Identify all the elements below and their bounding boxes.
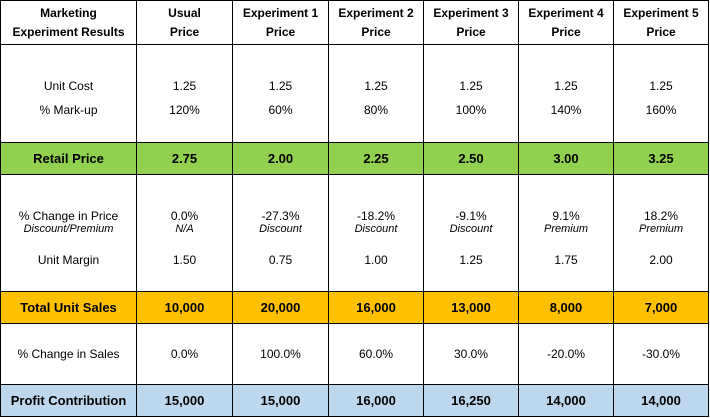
change-sales-cell: 30.0% (423, 323, 519, 385)
retail-price-cell: 2.50 (423, 142, 519, 175)
profit-contribution-cell: 15,000 (232, 384, 329, 417)
unit-margin-cell: 1.75 (518, 236, 614, 292)
change-sales-cell: -30.0% (613, 323, 709, 385)
change-sales-cell: -20.0% (518, 323, 614, 385)
unit-margin-cell: 1.25 (423, 236, 519, 292)
change-sales-cell: 60.0% (328, 323, 424, 385)
change-price-cell: -9.1% Discount (423, 174, 519, 237)
unit-cost-cell: 1.25 (232, 44, 329, 99)
header-cell-exp5: Experiment 5 Price (613, 0, 709, 45)
header-cell-exp4: Experiment 4 Price (518, 0, 614, 45)
total-unit-sales-cell: 20,000 (232, 291, 329, 324)
profit-contribution-cell: 16,250 (423, 384, 519, 417)
profit-contribution-cell: 14,000 (518, 384, 614, 417)
unit-margin-cell: 2.00 (613, 236, 709, 292)
row-label-unit-margin: Unit Margin (0, 236, 137, 292)
change-price-cell: 9.1% Premium (518, 174, 614, 237)
profit-contribution-cell: 16,000 (328, 384, 424, 417)
unit-margin-row: Unit Margin 1.50 0.75 1.00 1.25 1.75 2.0… (0, 236, 709, 292)
header-cell-usual: Usual Price (136, 0, 233, 45)
total-unit-sales-cell: 16,000 (328, 291, 424, 324)
header-cell-title: Marketing Experiment Results (0, 0, 137, 45)
total-unit-sales-row: Total Unit Sales 10,000 20,000 16,000 13… (0, 291, 709, 324)
retail-price-row: Retail Price 2.75 2.00 2.25 2.50 3.00 3.… (0, 142, 709, 175)
header-row: Marketing Experiment Results Usual Price E… (0, 0, 709, 45)
markup-cell: 60% (232, 98, 329, 143)
change-price-cell: 0.0% N/A (136, 174, 233, 237)
retail-price-cell: 2.25 (328, 142, 424, 175)
retail-price-cell: 3.00 (518, 142, 614, 175)
change-price-cell: -18.2% Discount (328, 174, 424, 237)
profit-contribution-row: Profit Contribution 15,000 15,000 16,000… (0, 384, 709, 417)
change-price-cell: -27.3% Discount (232, 174, 329, 237)
retail-price-cell: 2.00 (232, 142, 329, 175)
markup-cell: 100% (423, 98, 519, 143)
row-label-total-unit-sales: Total Unit Sales (0, 291, 137, 324)
retail-price-cell: 2.75 (136, 142, 233, 175)
unit-margin-cell: 0.75 (232, 236, 329, 292)
retail-price-cell: 3.25 (613, 142, 709, 175)
header-cell-exp1: Experiment 1 Price (232, 0, 329, 45)
unit-cost-cell: 1.25 (423, 44, 519, 99)
unit-cost-cell: 1.25 (136, 44, 233, 99)
change-price-row: % Change in Price Discount/Premium 0.0% N… (0, 174, 709, 237)
markup-cell: 80% (328, 98, 424, 143)
markup-cell: 160% (613, 98, 709, 143)
markup-row: % Mark-up 120% 60% 80% 100% 140% 160% (0, 98, 709, 143)
change-sales-cell: 0.0% (136, 323, 233, 385)
row-sublabel-discount-premium: Discount/Premium (23, 222, 114, 235)
markup-cell: 140% (518, 98, 614, 143)
markup-cell: 120% (136, 98, 233, 143)
header-cell-exp3: Experiment 3 Price (423, 0, 519, 45)
row-label-unit-cost: Unit Cost (0, 44, 137, 99)
unit-margin-cell: 1.50 (136, 236, 233, 292)
unit-cost-cell: 1.25 (518, 44, 614, 99)
row-label-profit-contribution: Profit Contribution (0, 384, 137, 417)
row-label-change-price: % Change in Price Discount/Premium (0, 174, 137, 237)
total-unit-sales-cell: 13,000 (423, 291, 519, 324)
profit-contribution-cell: 15,000 (136, 384, 233, 417)
unit-cost-cell: 1.25 (328, 44, 424, 99)
change-price-cell: 18.2% Premium (613, 174, 709, 237)
unit-margin-cell: 1.00 (328, 236, 424, 292)
unit-cost-row: Unit Cost 1.25 1.25 1.25 1.25 1.25 1.25 (0, 44, 709, 99)
total-unit-sales-cell: 7,000 (613, 291, 709, 324)
row-label-retail-price: Retail Price (0, 142, 137, 175)
header-cell-exp2: Experiment 2 Price (328, 0, 424, 45)
row-label-markup: % Mark-up (0, 98, 137, 143)
total-unit-sales-cell: 10,000 (136, 291, 233, 324)
row-label-change-sales: % Change in Sales (0, 323, 137, 385)
total-unit-sales-cell: 8,000 (518, 291, 614, 324)
change-sales-row: % Change in Sales 0.0% 100.0% 60.0% 30.0… (0, 323, 709, 385)
unit-cost-cell: 1.25 (613, 44, 709, 99)
profit-contribution-cell: 14,000 (613, 384, 709, 417)
change-sales-cell: 100.0% (232, 323, 329, 385)
